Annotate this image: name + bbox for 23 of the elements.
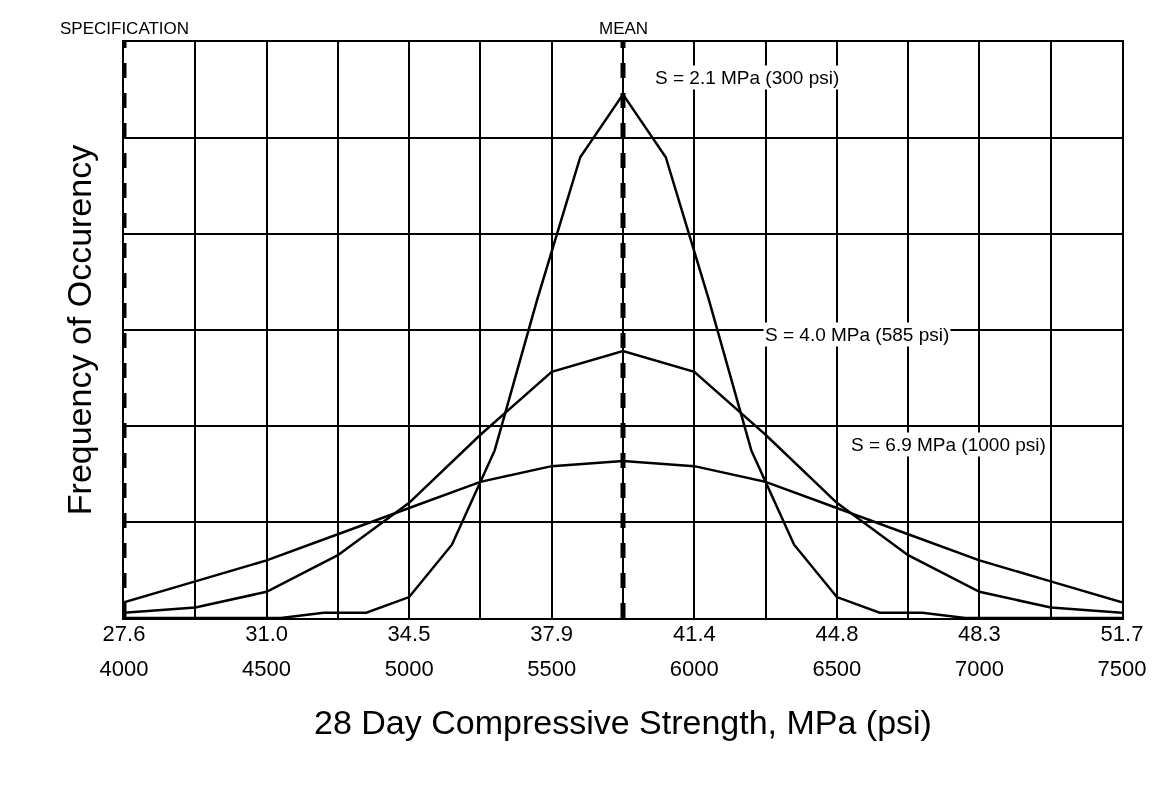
x2-tick-label: 51.7 — [1100, 621, 1144, 646]
x-tick-label: 4000 — [99, 656, 149, 682]
x2-tick-label: 48.3 — [957, 621, 1001, 646]
x-tick-label: 6500 — [812, 656, 862, 682]
x2-tick-label: 41.4 — [672, 621, 716, 646]
x2-tick-label: 34.5 — [387, 621, 431, 646]
y-axis-title: Frequency of Occurency — [60, 144, 99, 516]
ref-line-label: MEAN — [599, 19, 649, 38]
x-tick-label: 5500 — [527, 656, 577, 682]
x2-tick-label: 31.0 — [245, 621, 289, 646]
x2-tick-label: 27.6 — [102, 621, 146, 646]
x-tick-label: 4500 — [242, 656, 292, 682]
x-tick-label: 7000 — [954, 656, 1004, 682]
ref-line-label: SPECIFICATION — [60, 19, 190, 38]
x2-tick-label: 37.9 — [530, 621, 574, 646]
x-axis-title: 28 Day Compressive Strength, MPa (psi) — [314, 703, 932, 742]
annotation: S = 6.9 MPa (1000 psi) — [851, 434, 1046, 455]
x2-tick-label: 44.8 — [815, 621, 859, 646]
annotation: S = 4.0 MPa (585 psi) — [765, 324, 950, 345]
text: S = 2.1 MPa (300 psi) — [655, 67, 840, 88]
x-tick-label: 6000 — [669, 656, 719, 682]
x-tick-label: 5000 — [384, 656, 434, 682]
x-tick-label: 7500 — [1097, 656, 1147, 682]
